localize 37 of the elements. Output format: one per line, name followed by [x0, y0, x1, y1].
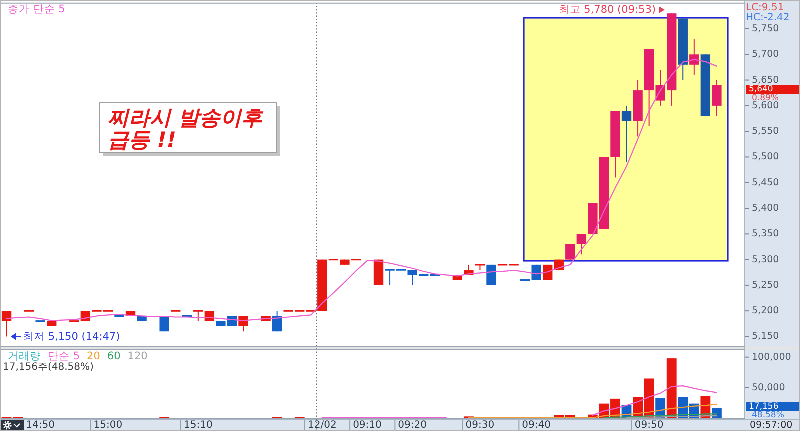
x-tick-label: 14:50 [26, 420, 55, 431]
chart-title: 거래량 [8, 350, 41, 362]
y-tick-label: 5,750 [752, 23, 780, 34]
annotation: 최저 5,150 (14:47) [11, 330, 120, 343]
x-tick-label: 09:10 [353, 420, 382, 431]
y-tick-label: 5,500 [752, 152, 780, 163]
y-tick-label: 100,000 [752, 352, 792, 363]
x-tick-label: 15:10 [184, 420, 213, 431]
legend: 종가 단순 5 [8, 4, 66, 16]
y-tick-label: 5,400 [752, 203, 780, 214]
y-tick-label: 5,450 [752, 177, 780, 188]
y-tick-label: 5,650 [752, 74, 780, 86]
x-tick-label: 15:00 [94, 420, 123, 431]
annotation: 최고 5,780 (09:53) [558, 4, 665, 16]
x-tick-label: 09:20 [398, 420, 427, 431]
y-tick-label: 5,550 [752, 126, 780, 138]
annotation: 17,156주(48.58%) [3, 362, 94, 373]
legend: 단순 5 20 60 120 [48, 350, 148, 362]
y-tick-label: 5,150 [752, 331, 780, 342]
x-tick-label: 12/02 [308, 420, 337, 431]
y-tick-label: 5,700 [752, 49, 780, 60]
annotation: LC:9.51 [746, 2, 784, 14]
callout-text: 찌라시 발송이후 급등 !! [108, 106, 262, 152]
annotation: 5,640 [746, 84, 799, 95]
annotation: 09:57:00 [750, 420, 793, 431]
annotation: 48.58% [752, 410, 784, 420]
x-tick-label: 09:30 [466, 420, 495, 431]
y-tick-label: 5,600 [752, 100, 780, 112]
x-tick-label: 09:40 [522, 420, 551, 431]
bar [666, 358, 677, 418]
annotation: HC:-2.42 [746, 12, 790, 24]
y-tick-label: 5,350 [752, 228, 780, 240]
y-tick-label: 5,200 [752, 306, 780, 317]
y-tick-label: 5,250 [752, 280, 780, 291]
y-tick-label: 5,300 [752, 254, 780, 266]
x-tick-label: 09:50 [634, 420, 664, 431]
y-tick-label: 50,000 [752, 382, 786, 394]
